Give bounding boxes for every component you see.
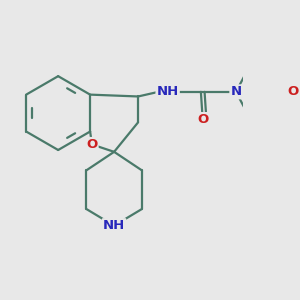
Text: N: N [230,85,242,98]
Text: O: O [86,138,98,151]
Text: O: O [197,113,208,126]
Text: O: O [287,85,299,98]
Text: NH: NH [103,219,125,232]
Text: NH: NH [157,85,179,98]
